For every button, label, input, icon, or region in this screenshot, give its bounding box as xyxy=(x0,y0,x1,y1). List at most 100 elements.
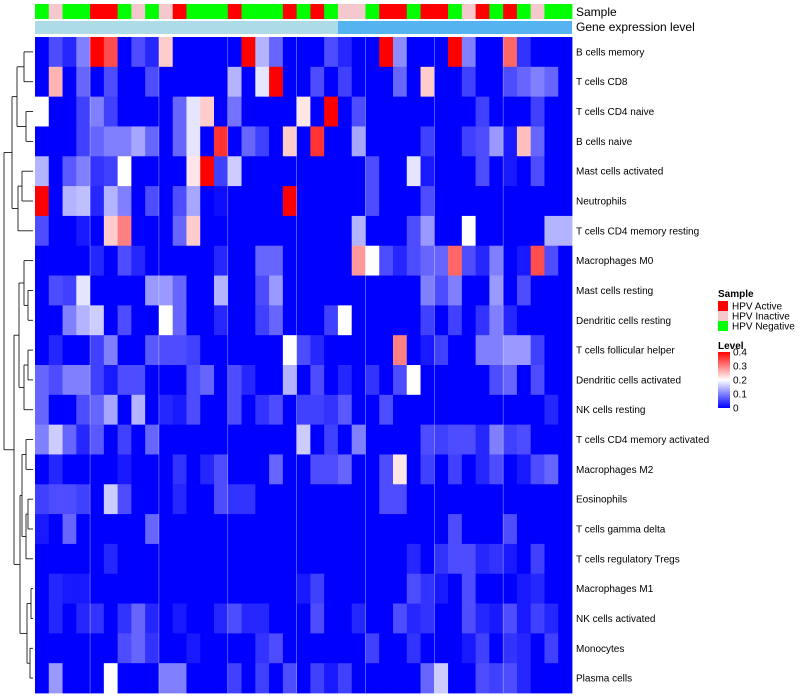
heatmap-cell xyxy=(269,394,284,426)
heatmap-cell xyxy=(35,484,50,515)
heatmap-cell xyxy=(227,96,242,127)
heatmap-cell xyxy=(489,454,504,485)
heatmap-cell xyxy=(475,245,490,276)
heatmap-cell xyxy=(145,543,160,575)
heatmap-cell xyxy=(530,126,545,157)
heatmap-cell xyxy=(351,394,366,426)
row-label: T cells CD8 xyxy=(576,77,628,88)
heatmap-cell xyxy=(117,126,132,157)
heatmap-cell xyxy=(434,275,449,306)
heatmap-cell xyxy=(558,514,573,545)
heatmap-cell xyxy=(62,365,77,396)
heatmap-cell xyxy=(255,275,270,306)
heatmap-cell xyxy=(448,424,463,455)
heatmap-cell xyxy=(296,424,311,455)
heatmap-cell xyxy=(172,543,187,575)
heatmap-cell xyxy=(351,543,366,575)
level-legend: Level 0.4 0.3 0.2 0.1 0 xyxy=(718,341,747,415)
heatmap-cell xyxy=(406,66,421,98)
sample-annotation-cell xyxy=(310,4,325,19)
heatmap-cell xyxy=(406,335,421,366)
heatmap-cell xyxy=(393,126,408,157)
heatmap-cell xyxy=(241,484,256,515)
heatmap-cell xyxy=(448,484,463,515)
heatmap-cell xyxy=(145,215,160,247)
heatmap-cell xyxy=(544,186,559,217)
heatmap-cell xyxy=(227,543,242,575)
heatmap-cell xyxy=(516,245,532,276)
sample-annotation-cell xyxy=(241,4,256,19)
heatmap-cell xyxy=(324,573,339,604)
heatmap-cell xyxy=(145,663,160,694)
heatmap-cell xyxy=(117,365,132,396)
heatmap-cell xyxy=(172,186,187,217)
heatmap-cell xyxy=(145,633,160,664)
row-label: T cells CD4 memory activated xyxy=(576,435,709,446)
heatmap-cell xyxy=(172,96,187,127)
heatmap-cell xyxy=(172,66,187,98)
heatmap-cell xyxy=(282,573,298,604)
heatmap-cell xyxy=(406,305,421,336)
heatmap-cell xyxy=(131,394,146,426)
heatmap-cell xyxy=(214,424,229,455)
heatmap-cell xyxy=(406,186,421,217)
heatmap-cell xyxy=(324,335,339,366)
heatmap-cell xyxy=(145,454,160,485)
heatmap-cell xyxy=(282,603,298,634)
heatmap-cell xyxy=(255,215,270,247)
heatmap-cell xyxy=(158,245,174,276)
heatmap-cell xyxy=(448,603,463,634)
heatmap-cell xyxy=(461,514,477,545)
heatmap-cell xyxy=(282,96,298,127)
heatmap-cell xyxy=(461,663,477,694)
heatmap-cell xyxy=(558,66,573,98)
heatmap-cell xyxy=(516,156,532,187)
heatmap-cell xyxy=(324,454,339,485)
level-legend-tick: 0.2 xyxy=(733,376,747,387)
heatmap-cell xyxy=(35,215,50,247)
heatmap-cell xyxy=(544,454,559,485)
heatmap-cell xyxy=(214,335,229,366)
heatmap-cell xyxy=(503,305,518,336)
heatmap-cell xyxy=(35,245,50,276)
heatmap-cell xyxy=(489,424,504,455)
heatmap-cell xyxy=(227,156,242,187)
heatmap-cell xyxy=(558,245,573,276)
heatmap-cell xyxy=(76,365,91,396)
heatmap-cell xyxy=(434,424,449,455)
heatmap-cell xyxy=(172,37,187,68)
heatmap-cell xyxy=(48,335,63,366)
heatmap-cell xyxy=(227,275,242,306)
heatmap-cell xyxy=(131,484,146,515)
heatmap-cell xyxy=(158,424,174,455)
sample-annotation-cell xyxy=(530,4,545,19)
heatmap-cell xyxy=(90,245,105,276)
heatmap-cell xyxy=(558,37,573,68)
heatmap-cell xyxy=(379,305,394,336)
heatmap-cell xyxy=(503,394,518,426)
heatmap-cell xyxy=(186,633,201,664)
heatmap-cell xyxy=(241,305,256,336)
heatmap-cell xyxy=(186,126,201,157)
heatmap-cell xyxy=(544,335,559,366)
heatmap-cell xyxy=(296,335,311,366)
heatmap-cell xyxy=(131,633,146,664)
heatmap-cell xyxy=(90,126,105,157)
sample-annotation-cell xyxy=(255,4,270,19)
heatmap-cell xyxy=(103,245,119,276)
heatmap-cell xyxy=(475,275,490,306)
heatmap-cell xyxy=(103,454,119,485)
row-label: Plasma cells xyxy=(576,674,632,685)
sample-annotation-cell xyxy=(186,4,201,19)
heatmap-cell xyxy=(324,96,339,127)
heatmap-cell xyxy=(255,335,270,366)
heatmap-cell xyxy=(365,126,380,157)
heatmap-cell xyxy=(282,305,298,336)
heatmap-cell xyxy=(544,275,559,306)
heatmap-cell xyxy=(90,603,105,634)
heatmap-cell xyxy=(158,37,174,68)
heatmap-cell xyxy=(489,543,504,575)
row-label: Mast cells activated xyxy=(576,167,663,178)
heatmap-cell xyxy=(186,484,201,515)
